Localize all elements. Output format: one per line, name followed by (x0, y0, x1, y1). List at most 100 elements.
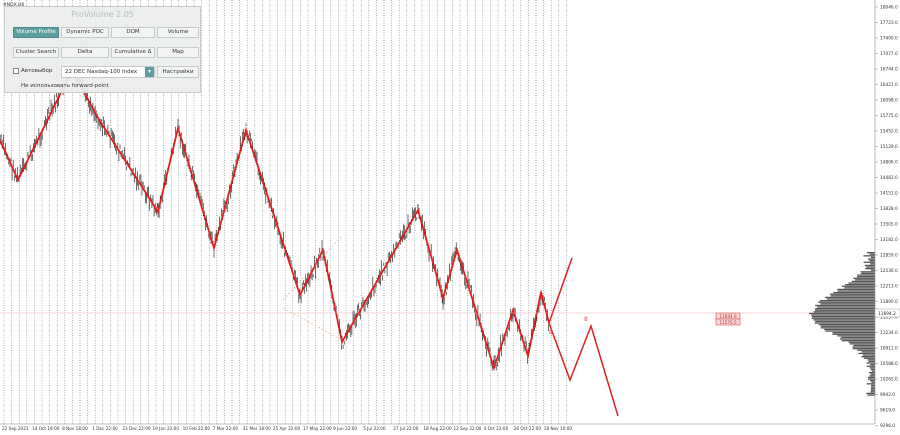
profile-bar (862, 354, 875, 356)
auto-select-checkbox[interactable] (13, 68, 19, 74)
profile-bar (841, 285, 875, 287)
profile-bar (870, 263, 875, 265)
profile-bar (870, 391, 875, 393)
price-tick-label: 9942.0 (880, 392, 895, 398)
profile-bar (866, 252, 875, 254)
cumulative-delta-button[interactable]: Cumulative Δ (111, 47, 155, 58)
profile-bar (871, 370, 875, 372)
profile-bar (820, 327, 875, 329)
time-tick-label: 8 Nov 18:00 (62, 426, 88, 431)
time-tick-label: 19 Jan 22:00 (153, 426, 180, 431)
profile-bar (837, 335, 875, 337)
profile-bar (864, 264, 875, 267)
price-tick-label: 17723.0 (880, 20, 898, 26)
profile-bar (841, 340, 875, 342)
wave-projection-line (548, 257, 573, 324)
profile-bar (857, 274, 875, 276)
profile-bar (869, 380, 875, 382)
profile-bar (866, 383, 875, 385)
price-tick-label: 15129.0 (880, 144, 898, 150)
price-tick-label: 11234.0 (880, 330, 898, 336)
time-tick-label: 1 Dec 22:00 (92, 426, 118, 431)
time-tick-label: 23 Dec 22:00 (122, 426, 150, 431)
provolume-panel[interactable]: ProVolume 2.05 Volume Profile Dynamic PO… (4, 6, 201, 93)
profile-bar (809, 312, 875, 315)
profile-bar (866, 365, 875, 367)
profile-bar (868, 258, 875, 260)
time-tick-label: 14 Oct 18:00 (32, 426, 60, 431)
time-tick-label: 17 May 22:00 (303, 426, 332, 431)
channel-line-upper (282, 235, 343, 301)
level-box-upper-label: 11694.9 (719, 314, 737, 319)
wave-label: 8 (549, 329, 553, 336)
profile-bar (863, 255, 875, 257)
profile-bar (865, 268, 875, 270)
profile-bar (868, 372, 875, 374)
price-tick-label: 13505.0 (880, 222, 898, 228)
profile-bar (863, 357, 875, 359)
profile-bar (867, 359, 875, 361)
profile-bar (861, 272, 875, 275)
profile-bar (866, 362, 875, 364)
price-tick-label: 9296.0 (880, 423, 895, 429)
time-tick-label: 9 Jun 22:00 (333, 426, 357, 431)
price-tick-label: 10588.0 (880, 361, 898, 367)
profile-bar (871, 381, 875, 383)
time-tick-label: 27 Jul 22:00 (393, 426, 418, 431)
map-button[interactable]: Map (157, 47, 199, 58)
profile-bar (860, 271, 875, 273)
volume-profile-histogram (809, 252, 875, 396)
profile-bar (861, 356, 875, 358)
profile-bar (869, 260, 875, 262)
price-tick-label: 14806.0 (880, 160, 898, 166)
price-tick-label: 10911.0 (880, 346, 898, 352)
profile-bar (853, 344, 875, 347)
profile-bar (813, 319, 875, 321)
price-tick-label: 12859.0 (880, 253, 898, 259)
profile-bar (813, 311, 875, 313)
price-tick-label: 15452.0 (880, 129, 898, 135)
level-box-upper: 11694.9 (715, 312, 741, 320)
profile-bar (866, 266, 875, 268)
volume-profile-button[interactable]: Volume Profile (13, 27, 59, 38)
price-tick-label: 16421.0 (880, 82, 898, 88)
profile-bar (824, 328, 875, 331)
profile-bar (811, 314, 875, 316)
profile-bar (848, 282, 875, 284)
profile-bar (818, 324, 875, 326)
profile-bar (815, 320, 875, 323)
profile-bar (811, 316, 875, 318)
chevron-down-icon[interactable]: ▾ (145, 67, 154, 77)
price-tick-label: 13828.0 (880, 206, 898, 212)
profile-bar (829, 293, 875, 295)
cluster-search-button[interactable]: Cluster Search (13, 47, 59, 58)
settings-button[interactable]: Настройки (157, 66, 199, 78)
price-tick-label: 13182.0 (880, 237, 898, 243)
profile-bar (870, 373, 875, 375)
dom-button[interactable]: DOM (111, 27, 155, 38)
profile-bar (840, 336, 875, 339)
time-tick-label: 4 Oct 22:00 (484, 426, 509, 431)
time-tick-label: 12 Sep 22:00 (454, 426, 482, 431)
profile-bar (819, 300, 875, 302)
price-axis: 18046.0 17723.0 17400.0 17077.0 16744.0 16421… (875, 5, 898, 429)
delta-button[interactable]: Delta (61, 47, 109, 58)
dynamic-poc-button[interactable]: Dynamic POC (61, 27, 109, 38)
volume-button[interactable]: Volume (157, 27, 199, 38)
forward-point-label: Не использовать forward-point (21, 83, 109, 89)
profile-bar (820, 325, 875, 327)
profile-bar (870, 368, 875, 371)
symbol-label: #NDX,H6 (3, 2, 24, 8)
profile-bar (853, 277, 875, 279)
profile-bar (869, 253, 875, 255)
price-tick-label: 17400.0 (880, 36, 898, 42)
instrument-select[interactable]: 22 DEC Nasdaq-100 Index ▾ (61, 66, 155, 78)
price-tick-label: 15775.0 (880, 113, 898, 119)
price-tick-label: 17077.0 (880, 51, 898, 57)
profile-bar (870, 269, 875, 271)
profile-bar (830, 295, 875, 297)
profile-bar (811, 317, 875, 319)
profile-bar (840, 338, 875, 340)
time-tick-label: 22 Sep 2021 (2, 426, 29, 431)
